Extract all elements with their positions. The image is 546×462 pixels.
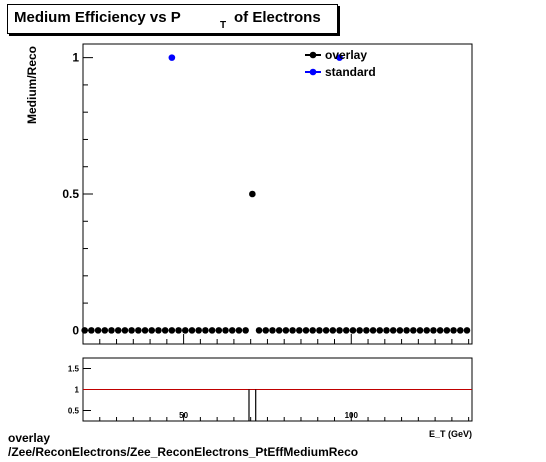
chart-title-rest: of Electrons [234,9,321,26]
ratio-x-tick-label: 100 [345,411,359,420]
overlay-point [336,327,343,334]
legend-label-standard: standard [325,65,376,79]
ratio-y-tick-label: 1.5 [68,365,80,374]
overlay-point [181,327,189,334]
overlay-point [135,327,142,334]
overlay-point [403,327,410,334]
standard-point [168,54,176,61]
x-axis-label: E_T (GeV) [429,429,472,439]
overlay-point [396,327,404,334]
overlay-point [342,327,350,334]
overlay-point [202,327,209,334]
overlay-point [141,327,149,334]
overlay-point [269,327,276,334]
overlay-point [369,327,377,334]
overlay-point [349,327,357,334]
overlay-point [410,327,417,334]
overlay-point [456,327,464,334]
legend-marker-overlay [309,51,317,59]
overlay-point [383,327,390,334]
overlay-point [155,327,162,334]
overlay-point [436,327,444,334]
overlay-point [81,327,88,334]
overlay-point [416,327,424,334]
overlay-point [275,327,283,334]
overlay-point [443,327,451,334]
ratio-y-tick-label: 1 [75,386,80,395]
overlay-point [302,327,310,334]
overlay-point [262,327,270,334]
overlay-point [208,327,216,334]
overlay-point [329,327,337,334]
y-tick-label: 1 [72,51,79,65]
chart-title-box: Medium Efficiency vs P T of Electrons [7,4,338,34]
overlay-point [322,327,330,334]
overlay-point [121,327,129,334]
chart-title: Medium Efficiency vs P [14,9,181,26]
overlay-point [316,327,323,334]
footer-line-1: overlay [8,431,51,445]
overlay-point [242,327,249,334]
overlay-point [295,327,303,334]
overlay-point [376,327,384,334]
overlay-point [161,327,169,334]
overlay-point [188,327,196,334]
overlay-point [222,327,229,334]
overlay-point [430,327,437,334]
overlay-point [215,327,223,334]
overlay-point [195,327,202,334]
footer-line-2: /Zee/ReconElectrons/Zee_ReconElectrons_P… [8,445,359,459]
footer-caption: overlay /Zee/ReconElectrons/Zee_ReconEle… [8,431,358,459]
overlay-point [128,327,135,334]
y-tick-label: 0 [72,323,79,337]
main-plot-frame [82,43,473,345]
overlay-point [282,327,290,334]
overlay-point [114,327,122,334]
overlay-point [168,327,176,334]
standard-point [336,54,343,61]
overlay-point [94,327,102,334]
overlay-point [289,327,296,334]
overlay-point [255,327,263,334]
ratio-x-tick-label: 50 [179,411,188,420]
overlay-point [228,327,236,334]
chart-title-subscript: T [220,20,227,31]
overlay-point [363,327,370,334]
ratio-y-tick-label: 0.5 [68,407,80,416]
overlay-point [108,327,115,334]
overlay-point [101,327,109,334]
overlay-point [88,327,95,334]
overlay-point [389,327,397,334]
overlay-point [450,327,457,334]
overlay-point [423,327,431,334]
legend-label-overlay: overlay [325,48,367,62]
overlay-point [309,327,317,334]
overlay-point [148,327,156,334]
overlay-point [463,327,471,334]
legend-marker-standard [309,68,317,76]
overlay-point [249,190,256,198]
y-tick-label: 0.5 [62,187,79,201]
y-axis-label: Medium/Reco [25,46,39,124]
overlay-point [235,327,243,334]
overlay-point [175,327,182,334]
overlay-point [356,327,363,334]
